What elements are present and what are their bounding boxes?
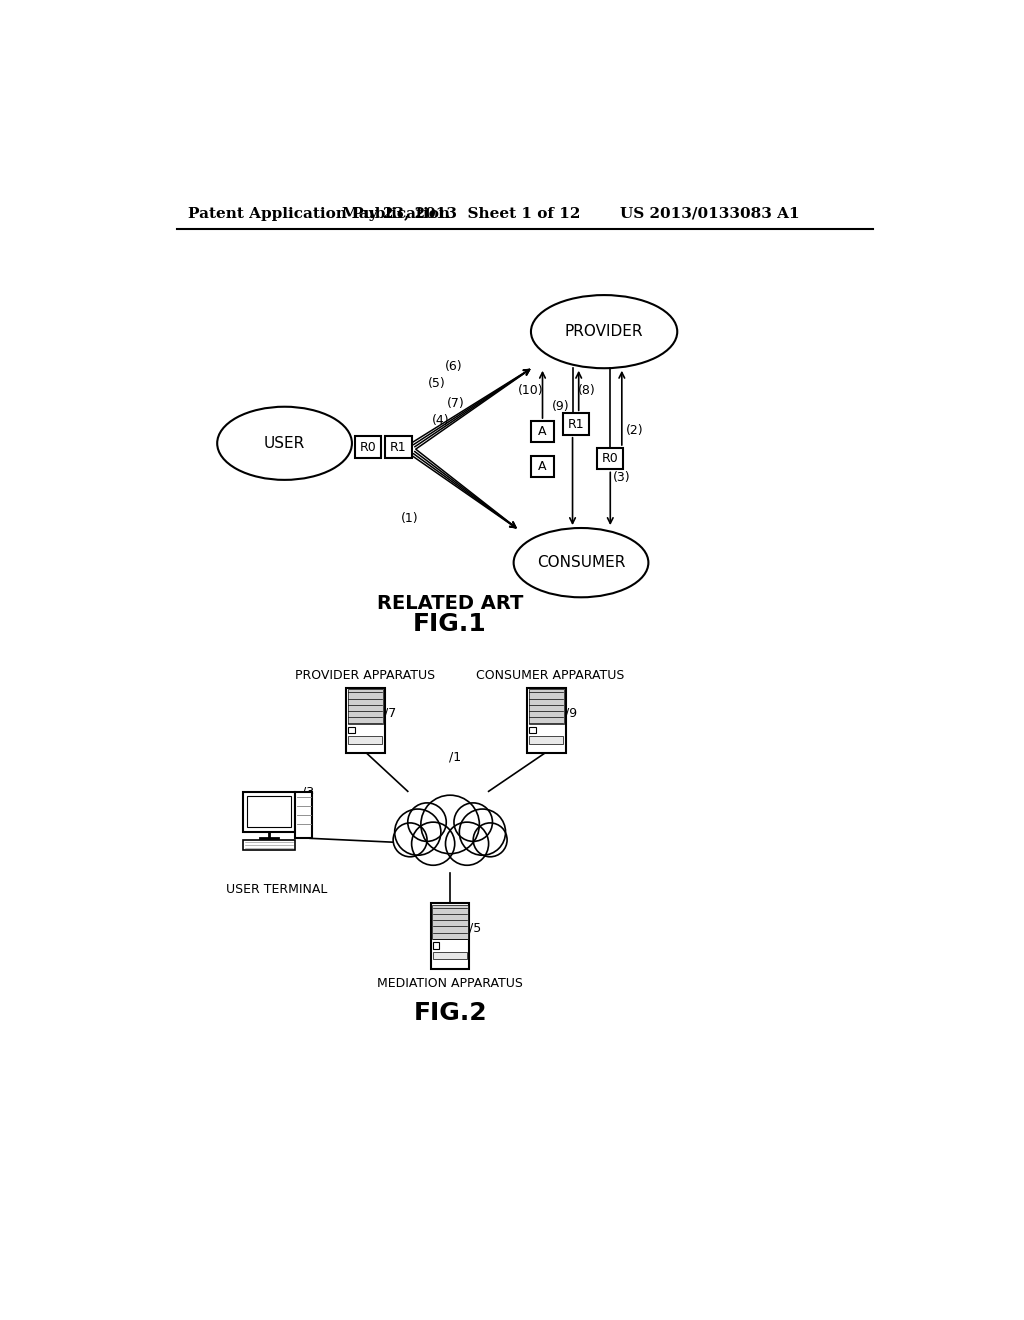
Text: (10): (10) [517,384,543,397]
FancyBboxPatch shape [247,796,292,826]
FancyBboxPatch shape [531,421,554,442]
Text: R0: R0 [359,441,376,454]
Circle shape [394,809,441,855]
Text: (8): (8) [578,384,595,397]
FancyBboxPatch shape [433,942,439,949]
Circle shape [421,795,479,854]
FancyBboxPatch shape [354,437,381,458]
Text: /9: /9 [565,706,577,719]
Text: FIG.1: FIG.1 [414,612,487,636]
FancyBboxPatch shape [295,792,312,838]
FancyBboxPatch shape [348,727,354,733]
Text: R1: R1 [390,441,407,454]
Text: (1): (1) [400,512,418,525]
Text: May 23, 2013  Sheet 1 of 12: May 23, 2013 Sheet 1 of 12 [342,207,581,220]
Text: USER TERMINAL: USER TERMINAL [226,883,328,896]
Text: (6): (6) [445,360,463,372]
Text: (2): (2) [626,424,644,437]
Text: (4): (4) [432,413,450,426]
Circle shape [445,822,488,866]
FancyBboxPatch shape [385,437,412,458]
FancyBboxPatch shape [433,952,467,960]
FancyBboxPatch shape [528,689,564,723]
Text: (9): (9) [552,400,569,413]
FancyBboxPatch shape [243,792,295,832]
FancyBboxPatch shape [431,903,469,969]
FancyBboxPatch shape [527,688,565,754]
Text: US 2013/0133083 A1: US 2013/0133083 A1 [620,207,799,220]
Text: (3): (3) [613,471,631,484]
FancyBboxPatch shape [531,455,554,477]
Text: A: A [539,459,547,473]
Text: CONSUMER APPARATUS: CONSUMER APPARATUS [476,669,625,682]
Text: R1: R1 [567,417,584,430]
FancyBboxPatch shape [432,906,468,940]
Text: Patent Application Publication: Patent Application Publication [188,207,451,220]
FancyBboxPatch shape [348,689,383,723]
Text: /5: /5 [469,921,481,935]
Circle shape [473,822,507,857]
Text: FIG.2: FIG.2 [414,1001,487,1026]
Text: R0: R0 [602,453,618,465]
Text: PROVIDER: PROVIDER [565,325,643,339]
Text: (5): (5) [428,376,445,389]
Text: PROVIDER APPARATUS: PROVIDER APPARATUS [295,669,435,682]
Circle shape [454,803,493,841]
Text: USER: USER [264,436,305,451]
Text: /7: /7 [384,706,396,719]
FancyBboxPatch shape [562,413,589,434]
FancyBboxPatch shape [529,727,536,733]
Text: A: A [539,425,547,438]
Circle shape [408,803,446,841]
Circle shape [412,822,455,866]
FancyBboxPatch shape [346,688,385,754]
FancyBboxPatch shape [348,737,382,743]
Text: MEDIATION APPARATUS: MEDIATION APPARATUS [377,977,523,990]
Text: (7): (7) [446,397,464,409]
Text: /3: /3 [302,785,314,799]
Text: RELATED ART: RELATED ART [377,594,523,612]
FancyBboxPatch shape [529,737,563,743]
Circle shape [393,822,427,857]
FancyBboxPatch shape [597,447,624,470]
Text: /1: /1 [449,751,461,764]
FancyBboxPatch shape [243,840,295,850]
Text: CONSUMER: CONSUMER [537,556,626,570]
Circle shape [460,809,506,855]
